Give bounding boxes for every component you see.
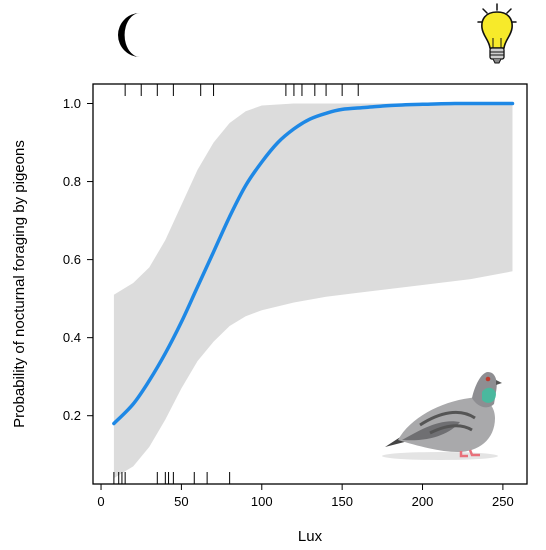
moon-icon: [118, 13, 140, 57]
y-tick-label: 0.8: [63, 174, 81, 189]
x-tick-label: 150: [331, 494, 353, 509]
x-tick-label: 0: [97, 494, 104, 509]
y-tick-label: 0.2: [63, 408, 81, 423]
pigeon-illustration: [382, 372, 502, 460]
confidence-band: [113, 103, 513, 479]
y-tick-label: 0.6: [63, 252, 81, 267]
x-tick-label: 100: [251, 494, 273, 509]
series-line-0: [112, 101, 515, 426]
y-tick-label: 1.0: [63, 96, 81, 111]
confidence-band-layer: [113, 103, 513, 479]
series-layer: [112, 101, 515, 426]
y-tick-label: 0.4: [63, 330, 81, 345]
x-tick-label: 250: [492, 494, 514, 509]
x-axis-title: Lux: [298, 528, 323, 545]
y-axis: 0.2 0.4 0.6 0.8 1.0: [63, 96, 93, 423]
x-tick-label: 200: [412, 494, 434, 509]
y-axis-title: Probability of nocturnal foraging by pig…: [11, 140, 28, 428]
plot-frame: [92, 83, 528, 485]
rug-layer: [113, 84, 359, 484]
x-tick-label: 50: [174, 494, 188, 509]
x-axis: 0 50 100 150 200 250: [97, 484, 514, 509]
lightbulb-icon: [477, 3, 517, 64]
